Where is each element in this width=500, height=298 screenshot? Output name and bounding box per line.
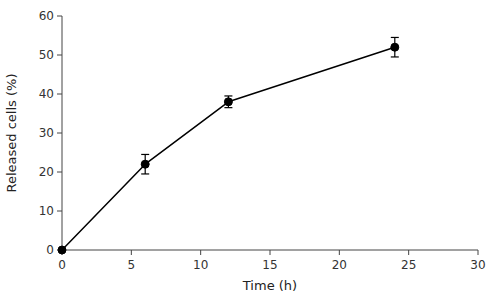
y-tick-label: 40 — [39, 87, 54, 101]
x-tick — [270, 250, 271, 255]
x-axis-label: Time (h) — [242, 278, 297, 293]
background — [0, 0, 500, 298]
y-tick-label: 10 — [39, 204, 54, 218]
y-axis-label: Released cells (%) — [4, 74, 19, 193]
y-tick — [57, 16, 62, 17]
x-tick-label: 20 — [332, 258, 347, 272]
x-tick-label: 15 — [262, 258, 277, 272]
y-tick — [57, 94, 62, 95]
chart: 0 5 10 15 20 25 30 0 10 20 30 40 50 60 Time (h) Release… — [0, 0, 500, 298]
y-tick-label: 20 — [39, 165, 54, 179]
error-bar — [224, 96, 232, 108]
x-tick — [478, 250, 479, 255]
x-tick-label: 25 — [401, 258, 416, 272]
error-bar — [391, 37, 399, 57]
point — [391, 43, 399, 51]
x-tick — [200, 250, 201, 255]
chart-container: 0 5 10 15 20 25 30 0 10 20 30 40 50 60 Time (h) Release… — [0, 0, 500, 298]
point — [58, 246, 66, 254]
x-tick-label: 5 — [128, 258, 136, 272]
y-tick — [57, 55, 62, 56]
x-tick — [339, 250, 340, 255]
error-bar — [141, 154, 149, 174]
x-tick-label: 0 — [58, 258, 66, 272]
y-tick-label: 50 — [39, 48, 54, 62]
y-tick — [57, 172, 62, 173]
point — [224, 98, 232, 106]
x-tick-label: 10 — [193, 258, 208, 272]
plot-area — [58, 37, 399, 254]
point — [141, 160, 149, 168]
y-tick-label: 60 — [39, 9, 54, 23]
line — [62, 47, 395, 250]
y-tick — [57, 133, 62, 134]
y-tick-label: 30 — [39, 126, 54, 140]
x-tick-label: 30 — [470, 258, 485, 272]
axes: 0 5 10 15 20 25 30 0 10 20 30 40 50 60 — [39, 9, 486, 272]
y-tick — [57, 211, 62, 212]
x-tick — [131, 250, 132, 255]
x-tick — [408, 250, 409, 255]
y-tick-label: 0 — [46, 243, 54, 257]
